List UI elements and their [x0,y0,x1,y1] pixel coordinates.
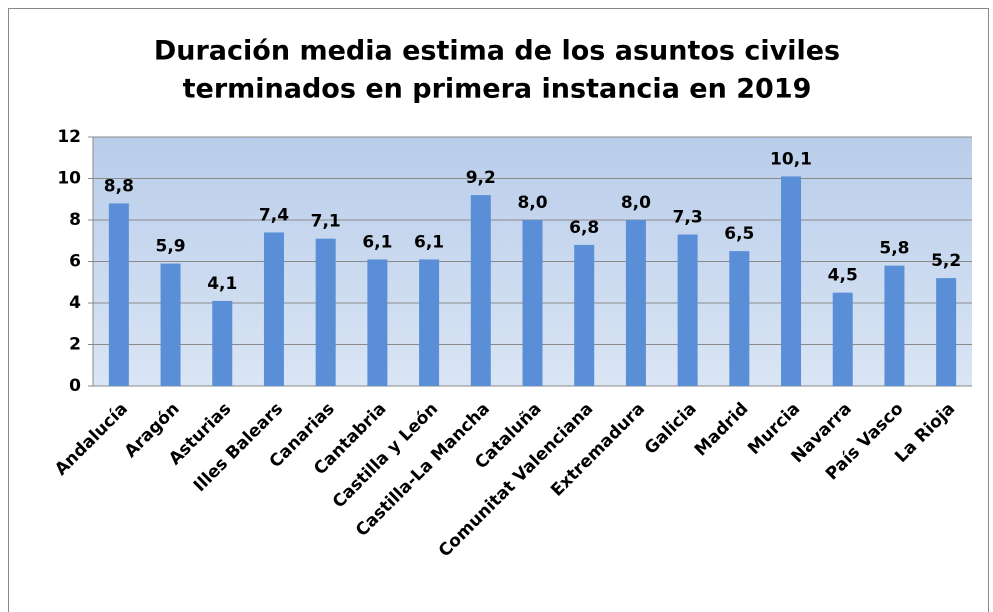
value-label: 6,5 [724,224,754,244]
y-tick-label: 12 [57,127,81,147]
chart-title: terminados en primera instancia en 2019 [183,74,812,105]
value-label: 7,3 [673,208,703,228]
bar [522,220,543,386]
bar [367,259,388,386]
bar [160,263,181,386]
value-label: 4,1 [207,274,237,294]
bar [884,265,905,386]
bar [212,300,233,386]
chart-title: Duración media estima de los asuntos civ… [154,36,840,67]
value-label: 4,5 [828,266,858,286]
bar [729,251,750,386]
y-tick-label: 10 [57,169,81,189]
value-label: 5,9 [155,237,185,257]
bar [263,232,284,386]
y-tick-label: 4 [69,293,81,313]
value-label: 6,1 [414,232,444,252]
value-label: 8,8 [104,176,134,196]
value-label: 8,0 [517,193,547,213]
y-tick-label: 0 [69,376,81,396]
bar [470,195,491,386]
bar [108,203,129,386]
value-label: 10,1 [770,149,812,169]
bar [781,176,802,386]
bar [315,238,336,386]
bar [625,220,646,386]
value-label: 7,4 [259,205,289,225]
value-label: 9,2 [466,168,496,188]
value-label: 8,0 [621,193,651,213]
y-tick-label: 2 [69,335,81,355]
bar [936,278,957,386]
bar [832,292,853,386]
bar [677,234,698,386]
value-label: 6,8 [569,218,599,238]
value-label: 6,1 [362,232,392,252]
value-label: 5,2 [931,251,961,271]
bar [419,259,440,386]
y-tick-label: 8 [69,210,81,230]
bar [574,244,595,386]
y-tick-label: 6 [69,252,81,272]
value-label: 7,1 [311,212,341,232]
value-label: 5,8 [879,239,909,259]
